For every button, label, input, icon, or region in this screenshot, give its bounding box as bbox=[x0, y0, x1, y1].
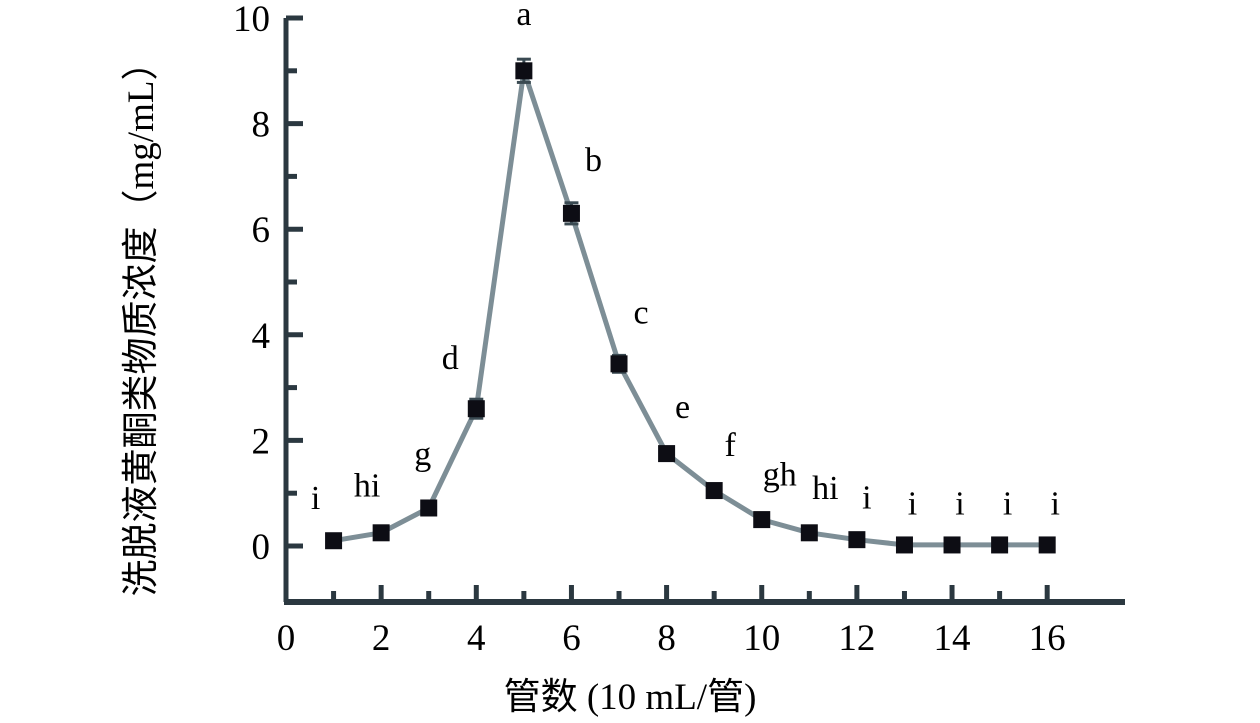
point-annotation-label: i bbox=[955, 485, 964, 522]
point-annotation-label: b bbox=[585, 142, 602, 179]
y-axis-title: 洗脱液黄酮类物质浓度（mg/mL） bbox=[121, 43, 162, 597]
point-annotation-label: c bbox=[633, 294, 648, 331]
data-line bbox=[333, 68, 1048, 548]
x-tick-label: 14 bbox=[934, 618, 971, 659]
data-point-marker[interactable] bbox=[325, 532, 343, 550]
x-tick-label: 10 bbox=[743, 618, 780, 659]
y-tick-label: 0 bbox=[252, 527, 271, 568]
point-annotation-label: e bbox=[675, 389, 690, 426]
data-point-marker[interactable] bbox=[991, 536, 1009, 554]
data-point-marker[interactable] bbox=[753, 511, 771, 529]
point-annotation-label: i bbox=[908, 485, 917, 522]
point-annotation-label: hi bbox=[812, 470, 838, 507]
data-point-marker[interactable] bbox=[420, 499, 438, 517]
x-tick-label: 4 bbox=[467, 618, 486, 659]
data-point-marker[interactable] bbox=[658, 445, 676, 463]
point-annotation-label: gh bbox=[763, 456, 797, 493]
data-point-marker[interactable] bbox=[562, 204, 580, 222]
data-point-marker[interactable] bbox=[705, 482, 723, 500]
data-point-marker[interactable] bbox=[1038, 536, 1056, 554]
point-annotation-label: i bbox=[1050, 485, 1059, 522]
y-tick-label: 2 bbox=[252, 421, 271, 462]
y-tick-label: 4 bbox=[252, 316, 271, 357]
point-annotation-label: f bbox=[725, 427, 737, 464]
point-annotation-label: i bbox=[1003, 485, 1012, 522]
point-annotation-label: i bbox=[311, 480, 320, 517]
data-point-marker[interactable] bbox=[372, 524, 390, 542]
y-tick-label: 8 bbox=[252, 105, 271, 146]
x-tick-label: 2 bbox=[372, 618, 391, 659]
y-tick-label: 6 bbox=[252, 210, 271, 251]
y-tick-label: 10 bbox=[233, 0, 270, 40]
data-point-marker[interactable] bbox=[610, 355, 628, 373]
point-annotation-label: a bbox=[516, 0, 531, 33]
data-point-marker[interactable] bbox=[895, 536, 913, 554]
data-point-marker[interactable] bbox=[848, 531, 866, 549]
x-tick-label: 8 bbox=[657, 618, 676, 659]
data-point-marker[interactable] bbox=[800, 524, 818, 542]
point-annotation-label: i bbox=[862, 480, 871, 517]
x-tick-label: 0 bbox=[277, 618, 296, 659]
point-annotation-label: hi bbox=[354, 468, 380, 505]
x-tick-label: 12 bbox=[838, 618, 875, 659]
data-point-marker[interactable] bbox=[943, 536, 961, 554]
x-tick-label: 16 bbox=[1029, 618, 1066, 659]
data-point-marker[interactable] bbox=[467, 400, 485, 418]
x-tick-label: 6 bbox=[562, 618, 581, 659]
point-annotation-label: g bbox=[414, 436, 431, 473]
x-axis-title: 管数 (10 mL/管) bbox=[503, 677, 757, 718]
data-point-marker[interactable] bbox=[515, 62, 533, 80]
point-annotation-label: d bbox=[442, 340, 459, 377]
